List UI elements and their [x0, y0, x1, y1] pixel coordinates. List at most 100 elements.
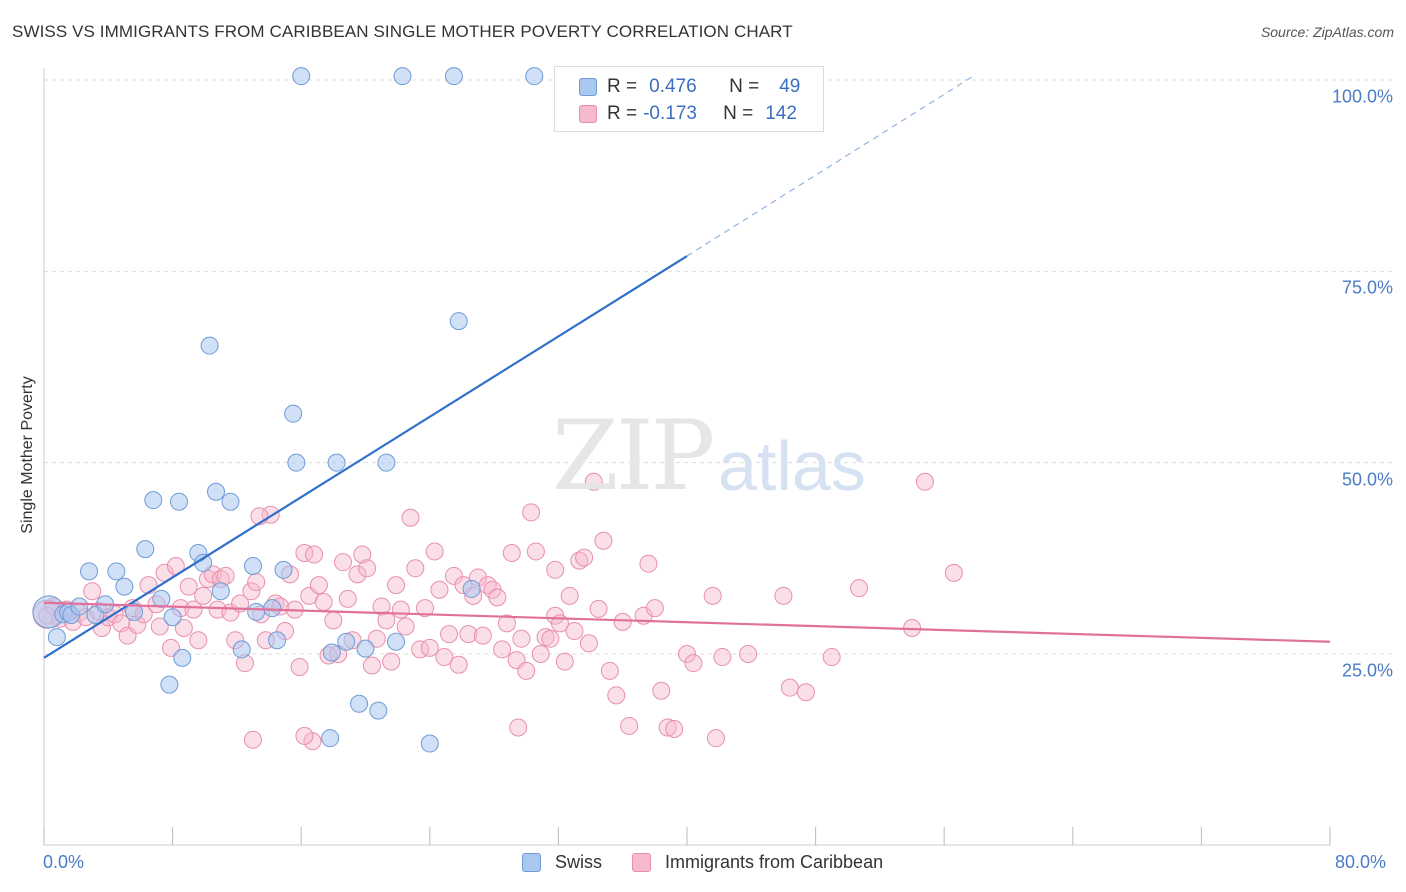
trend-line-swiss [43, 255, 688, 659]
data-point-caribbean [502, 543, 521, 562]
y-tick-label: 75.0% [1341, 277, 1393, 298]
bottom-legend-caribbean[interactable]: Immigrants from Caribbean [632, 852, 883, 873]
data-point-swiss [393, 67, 412, 86]
data-point-swiss [170, 492, 189, 511]
data-point-swiss [70, 597, 89, 616]
data-point-caribbean [377, 611, 396, 630]
data-point-caribbean [706, 729, 725, 748]
data-point-caribbean [391, 600, 410, 619]
data-point-caribbean [713, 648, 732, 667]
data-point-swiss [350, 694, 369, 713]
data-point-caribbean [425, 542, 444, 561]
data-point-caribbean [440, 625, 459, 644]
data-point-caribbean [396, 617, 415, 636]
legend-swatch-caribbean [579, 105, 597, 123]
data-point-swiss [221, 492, 240, 511]
data-point-caribbean [522, 503, 541, 522]
data-point-caribbean [600, 661, 619, 680]
legend-r-label: R = [607, 76, 638, 97]
watermark-zip: ZIP [552, 400, 715, 512]
data-point-caribbean [497, 614, 516, 633]
legend-n-value: 49 [779, 76, 801, 97]
data-point-caribbean [161, 638, 180, 657]
axes [43, 68, 1331, 846]
data-point-caribbean [387, 576, 406, 595]
y-tick-label: 50.0% [1341, 469, 1393, 490]
data-point-caribbean [367, 629, 386, 648]
data-point-caribbean [184, 600, 203, 619]
data-point-swiss [207, 482, 226, 501]
data-point-swiss [420, 734, 439, 753]
data-point-caribbean [420, 638, 439, 657]
data-point-caribbean [473, 626, 492, 645]
data-point-caribbean [739, 645, 758, 663]
data-point-caribbean [850, 579, 869, 598]
data-point-caribbean [575, 548, 594, 567]
data-point-caribbean [541, 629, 560, 648]
data-point-caribbean [406, 559, 425, 578]
data-point-caribbean [449, 655, 468, 674]
data-point-caribbean [290, 658, 309, 677]
legend-r-label: R = [607, 103, 638, 124]
data-point-caribbean [565, 622, 584, 641]
data-point-swiss [115, 577, 134, 596]
data-point-caribbean [194, 586, 213, 605]
data-point-caribbean [517, 661, 536, 680]
data-point-caribbean [372, 597, 391, 616]
data-point-swiss [160, 675, 179, 694]
trend-line-caribbean [43, 601, 1331, 643]
data-point-caribbean [665, 720, 684, 739]
data-point-swiss [173, 648, 192, 667]
data-point-caribbean [430, 580, 449, 599]
data-point-swiss [449, 312, 468, 331]
x-tick-label-min: 0.0% [43, 852, 85, 872]
data-point-caribbean [247, 573, 266, 592]
data-point-swiss [369, 701, 388, 720]
data-point-caribbean [613, 612, 632, 631]
data-point-caribbean [703, 586, 722, 605]
data-point-swiss [387, 632, 406, 651]
legend-box: R = 0.476 N = 49 R = -0.173 N = 142 [554, 66, 824, 132]
data-point-caribbean [493, 640, 512, 659]
data-point-caribbean [944, 563, 963, 582]
data-point-caribbean [295, 543, 314, 562]
data-point-caribbean [512, 629, 531, 648]
data-point-caribbean [459, 625, 478, 644]
data-point-caribbean [526, 542, 545, 561]
data-point-swiss [80, 562, 99, 581]
bottom-legend-swatch-caribbean [632, 853, 652, 872]
data-point-caribbean [607, 686, 626, 705]
data-point-caribbean [415, 599, 434, 618]
data-point-caribbean [780, 678, 799, 697]
legend-row-caribbean: R = -0.173 N = 142 [579, 102, 797, 126]
data-point-swiss [136, 540, 155, 559]
data-point-caribbean [589, 599, 608, 618]
data-point-caribbean [822, 648, 841, 667]
data-point-swiss [274, 560, 293, 579]
data-point-swiss [444, 67, 463, 86]
data-point-caribbean [774, 586, 793, 605]
data-point-swiss [263, 599, 282, 618]
data-point-caribbean [560, 586, 579, 605]
data-point-swiss [232, 640, 251, 659]
y-tick-label: 100.0% [1331, 86, 1393, 107]
bottom-legend-swiss[interactable]: Swiss [522, 852, 602, 873]
bottom-legend-label-swiss: Swiss [555, 852, 603, 872]
data-point-swiss [144, 491, 163, 510]
data-point-caribbean [314, 592, 333, 611]
data-point-caribbean [915, 472, 934, 491]
data-point-caribbean [324, 611, 343, 630]
data-point-caribbean [309, 576, 328, 595]
data-point-caribbean [531, 645, 550, 663]
data-point-caribbean [594, 531, 613, 550]
data-point-swiss [287, 453, 306, 472]
data-point-swiss [243, 556, 262, 575]
data-point-caribbean [358, 559, 377, 578]
legend-n-label: N = [729, 76, 760, 97]
data-point-caribbean [348, 565, 367, 584]
y-tick-label: 25.0% [1341, 660, 1393, 681]
data-point-swiss [462, 579, 481, 598]
data-point-caribbean [139, 576, 158, 595]
bottom-legend-swatch-swiss [522, 853, 541, 872]
